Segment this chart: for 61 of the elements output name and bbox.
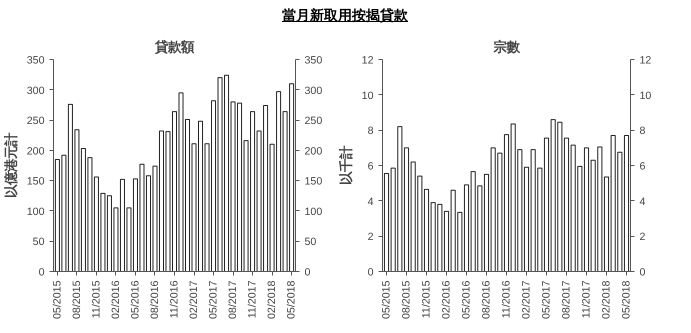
x-tick-label: 11/2017 xyxy=(580,280,592,318)
x-tick-label: 02/2018 xyxy=(266,280,278,320)
y-tick-label: 4 xyxy=(368,196,374,208)
chart-subtitle: 貸款額 xyxy=(154,40,194,54)
x-tick-label: 02/2018 xyxy=(600,280,612,320)
x-tick-label: 05/2017 xyxy=(208,280,220,320)
y2-tick-label: 0 xyxy=(640,266,646,278)
y-tick-label: 10 xyxy=(362,90,374,102)
y-tick-label: 250 xyxy=(26,115,45,128)
y2-tick-label: 4 xyxy=(640,196,646,208)
y-tick-label: 150 xyxy=(26,176,45,188)
x-tick-label: 11/2015 xyxy=(90,280,102,318)
x-tick-label: 08/2017 xyxy=(560,280,572,320)
x-tick-label: 08/2017 xyxy=(227,280,240,320)
text: 當月新取用按揭貸款 xyxy=(281,6,409,25)
y-tick-label: 0 xyxy=(38,266,45,278)
x-tick-label: 05/2015 xyxy=(380,280,392,320)
x-tick-label: 05/2017 xyxy=(540,280,552,320)
x-tick-label: 11/2016 xyxy=(500,280,512,318)
y2-tick-label: 250 xyxy=(304,115,322,128)
x-tick-label: 02/2017 xyxy=(188,280,200,320)
y-tick-label: 300 xyxy=(26,84,45,97)
x-tick-label: 05/2016 xyxy=(129,280,142,320)
y2-tick-label: 8 xyxy=(640,125,646,138)
y-tick-label: 6 xyxy=(368,160,374,172)
y2-tick-label: 12 xyxy=(640,54,652,66)
x-tick-label: 02/2016 xyxy=(110,280,122,320)
x-tick-label: 08/2016 xyxy=(148,280,161,320)
y2-tick-label: 50 xyxy=(304,236,316,248)
y2-tick-label: 350 xyxy=(304,54,322,66)
x-tick-label: 05/2015 xyxy=(51,280,64,320)
y-tick-label: 50 xyxy=(32,236,45,248)
x-tick-label: 08/2015 xyxy=(70,280,83,320)
x-tick-label: 08/2015 xyxy=(400,280,412,320)
y2-tick-label: 100 xyxy=(304,206,322,218)
x-tick-label: 05/2018 xyxy=(286,280,298,320)
x-tick-label: 08/2016 xyxy=(480,280,492,320)
y2-tick-label: 10 xyxy=(640,90,652,102)
y-tick-label: 350 xyxy=(26,54,45,66)
y-axis-title: 以億港元計 xyxy=(4,133,19,198)
x-tick-label: 05/2018 xyxy=(620,280,632,320)
x-tick-label: 11/2015 xyxy=(420,280,432,318)
x-tick-label: 02/2016 xyxy=(440,280,452,320)
x-tick-label: 05/2016 xyxy=(460,280,472,320)
y-tick-label: 8 xyxy=(368,125,374,138)
y-tick-label: 0 xyxy=(368,266,374,278)
y2-tick-label: 300 xyxy=(304,84,322,97)
y2-tick-label: 6 xyxy=(640,160,646,172)
y2-tick-label: 2 xyxy=(640,231,646,244)
y-tick-label: 12 xyxy=(362,54,374,66)
chart-title: 宗數 xyxy=(492,40,520,54)
y2-tick-label: 150 xyxy=(304,176,322,188)
y-tick-label: 200 xyxy=(26,145,45,158)
x-tick-label: 11/2017 xyxy=(246,280,259,318)
y-axis-title: 以千計 xyxy=(338,146,354,185)
y2-tick-label: 200 xyxy=(304,145,322,158)
x-tick-label: 02/2017 xyxy=(520,280,532,320)
y2-tick-label: 0 xyxy=(304,266,310,278)
x-tick-label: 11/2016 xyxy=(168,280,180,318)
y-tick-label: 2 xyxy=(368,231,374,244)
y-tick-label: 100 xyxy=(26,206,45,218)
